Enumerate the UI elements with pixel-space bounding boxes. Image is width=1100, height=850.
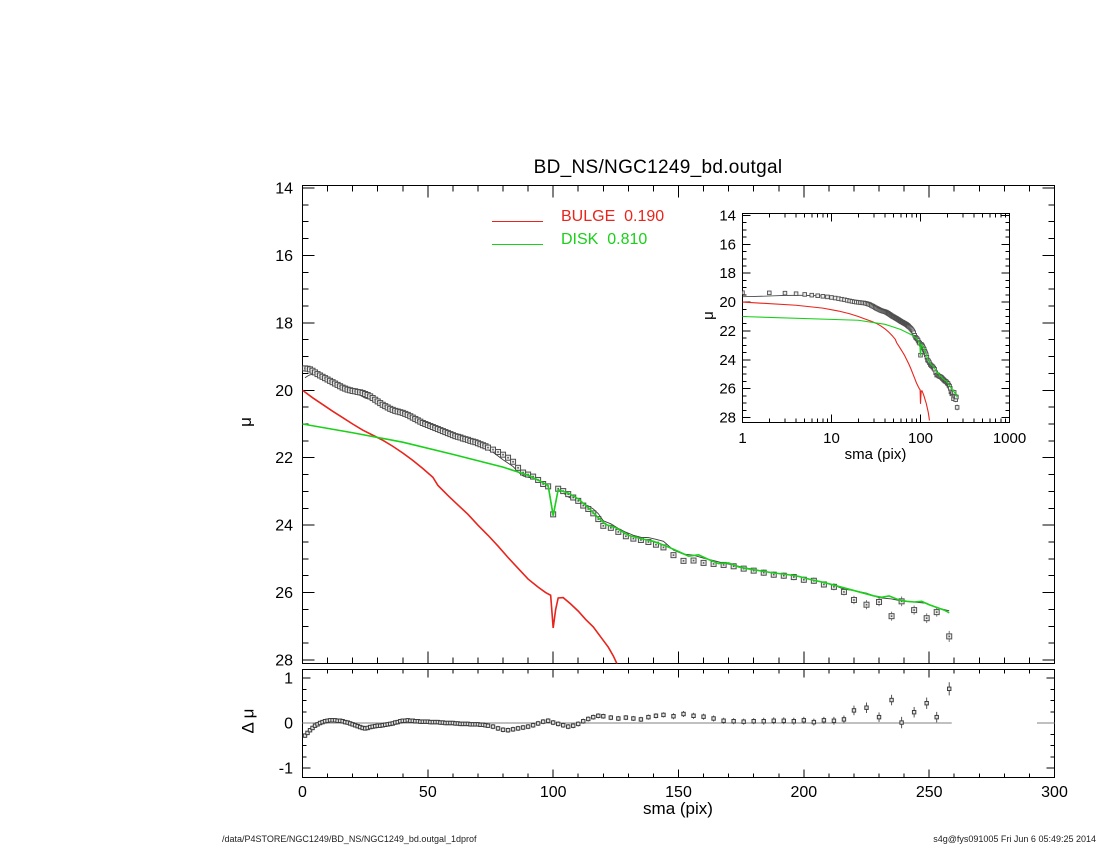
main-plot-data: [302, 365, 953, 664]
tick-label: -1: [279, 761, 293, 778]
tick-label: 50: [419, 784, 437, 801]
tick-label: 26: [275, 585, 293, 602]
residual-tick-labels: 1 0 -1 0 50 100 150 200 250 300: [279, 671, 1068, 802]
tick-label: 1: [738, 430, 746, 447]
inset-x-axis-title: sma (pix): [844, 446, 907, 463]
tick-label: 24: [275, 518, 293, 535]
tick-label: 1: [284, 671, 293, 688]
tick-label: 18: [719, 265, 736, 282]
tick-label: 250: [916, 784, 943, 801]
inset-bulge-line: [742, 301, 930, 421]
shared-x-axis-title: sma (pix): [643, 799, 713, 818]
residual-axis-ticks: [302, 669, 1055, 778]
main-y-axis-title: μ: [235, 417, 255, 427]
tick-label: 26: [719, 381, 736, 398]
tick-label: 28: [275, 652, 293, 669]
tick-label: 22: [719, 323, 736, 340]
tick-label: 14: [275, 181, 293, 198]
main-data-points: [302, 365, 953, 640]
main-axis-ticks: [302, 185, 1055, 664]
tick-label: 16: [719, 236, 736, 253]
tick-label: 16: [275, 248, 293, 265]
bulge-legend-line-icon: [492, 221, 543, 222]
residual-y-axis-title: Δ μ: [238, 708, 258, 734]
inset-disk-line: [742, 315, 958, 398]
tick-label: 100: [540, 784, 567, 801]
footer-file-path: /data/P4STORE/NGC1249/BD_NS/NGC1249_bd.o…: [222, 834, 477, 844]
disk-legend-line-icon: [492, 244, 543, 245]
tick-label: 300: [1041, 784, 1068, 801]
bulge-legend-label: BULGE 0.190: [561, 208, 665, 225]
tick-label: 20: [719, 294, 736, 311]
plot-title: BD_NS/NGC1249_bd.outgal: [533, 157, 783, 178]
tick-label: 22: [275, 450, 293, 467]
disk-line: [302, 423, 950, 614]
tick-label: 28: [719, 410, 736, 427]
residual-data: [302, 682, 1055, 738]
tick-label: 150: [665, 784, 692, 801]
tick-label: 14: [719, 208, 736, 225]
tick-label: 0: [298, 784, 307, 801]
tick-label: 200: [790, 784, 817, 801]
tick-label: 18: [275, 315, 293, 332]
tick-label: 10: [823, 430, 840, 447]
inset-tick-labels: 14 16 18 20 22 24 26 281 10 100 1000: [719, 208, 1026, 448]
tick-label: 24: [719, 352, 736, 369]
tick-label: 0: [284, 716, 293, 733]
tick-label: 100: [908, 430, 933, 447]
footer-user-timestamp: s4g@fys091005 Fri Jun 6 05:49:25 2014: [933, 834, 1096, 844]
disk-legend-label: DISK 0.810: [561, 231, 648, 248]
tick-label: 20: [275, 383, 293, 400]
bulge-line: [302, 389, 618, 664]
main-y-tick-labels: 14 16 18 20 22 24 26 28: [275, 181, 293, 670]
inset-y-axis-title: μ: [699, 311, 717, 320]
tick-label: 1000: [993, 430, 1026, 447]
inset-data: [742, 290, 960, 421]
inset-axis-ticks: [742, 213, 1010, 423]
